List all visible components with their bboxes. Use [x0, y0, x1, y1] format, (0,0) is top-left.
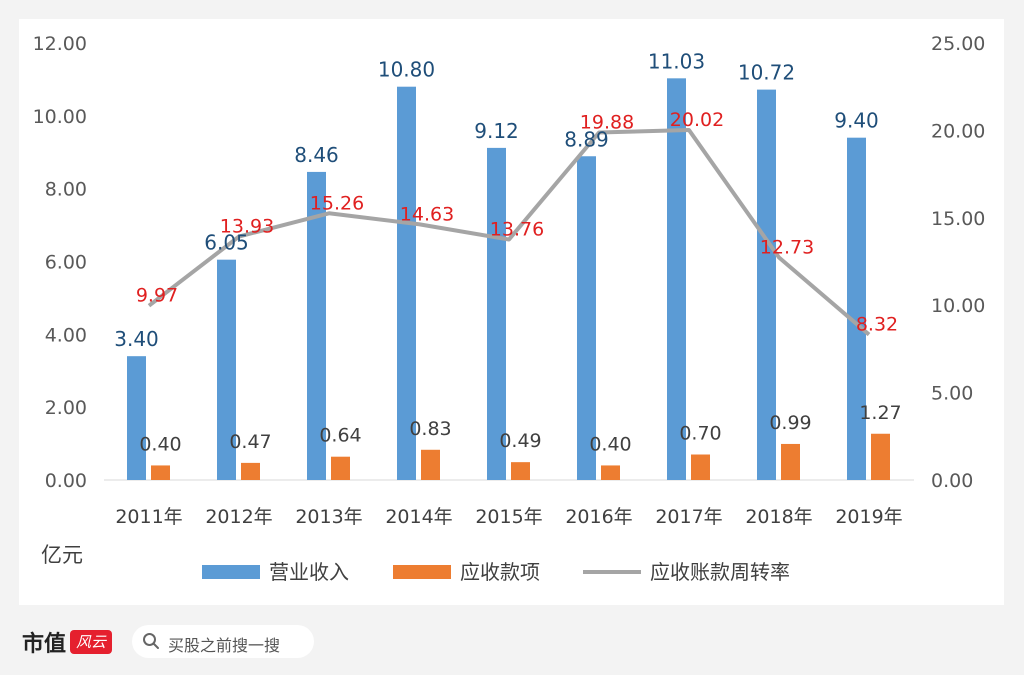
y-left-tick-label: 2.00: [45, 397, 87, 419]
receivable-data-label: 0.47: [229, 431, 271, 453]
x-category-label: 2016年: [565, 506, 632, 528]
ratio-line: [147, 128, 871, 337]
legend-swatch-receivable: [393, 565, 451, 579]
search-icon: [142, 632, 160, 654]
x-category-label: 2017年: [655, 506, 722, 528]
revenue-bar: [127, 356, 146, 480]
ratio-data-label: 12.73: [760, 236, 814, 258]
ratio-data-label: 8.32: [856, 314, 898, 336]
ratio-data-label: 19.88: [580, 111, 634, 133]
revenue-data-label: 11.03: [648, 49, 705, 73]
y-left-tick-label: 12.00: [33, 33, 87, 55]
x-category-label: 2019年: [835, 506, 902, 528]
y-left-tick-label: 0.00: [45, 470, 87, 492]
ratio-data-label: 13.76: [490, 218, 544, 240]
revenue-data-label: 8.46: [294, 143, 339, 167]
revenue-bar: [487, 147, 506, 480]
receivable-data-label: 0.70: [679, 423, 721, 445]
receivable-bar: [331, 456, 350, 480]
receivable-data-label: 0.49: [499, 430, 541, 452]
revenue-data-label: 10.72: [738, 61, 795, 85]
footer-bar: 市值 风云 买股之前搜一搜: [0, 615, 1024, 675]
search-input[interactable]: 买股之前搜一搜: [132, 625, 314, 658]
revenue-data-label: 10.80: [378, 58, 435, 82]
y-right-tick-label: 10.00: [931, 295, 985, 317]
brand-name: 市值: [22, 631, 67, 657]
y-left-tick-label: 8.00: [45, 179, 87, 201]
y-right-tick-label: 0.00: [931, 470, 973, 492]
receivable-bar: [241, 462, 260, 480]
receivable-bar: [601, 465, 620, 480]
search-placeholder: 买股之前搜一搜: [168, 636, 281, 655]
chart: 0.00 2.00 4.00 6.00 8.00 10.00 12.00 0.00 5.00 10…: [33, 33, 986, 584]
ratio-data-label: 14.63: [400, 203, 454, 225]
legend-swatch-revenue: [202, 565, 260, 579]
revenue-data-label: 9.40: [834, 109, 879, 133]
ratio-data-label: 15.26: [310, 192, 364, 214]
y-left-tick-label: 6.00: [45, 252, 87, 274]
receivable-data-label: 0.40: [589, 433, 631, 455]
y-right-tick-label: 20.00: [931, 120, 985, 142]
x-category-label: 2014年: [385, 506, 452, 528]
y-right-tick-label: 15.00: [931, 208, 985, 230]
x-category-label: 2011年: [115, 506, 182, 528]
receivable-data-label: 0.99: [769, 412, 811, 434]
brand-logo[interactable]: 市值 风云: [22, 627, 113, 657]
x-category-label: 2013年: [295, 506, 362, 528]
receivable-bar: [871, 433, 890, 480]
revenue-bar: [307, 171, 326, 481]
brand-seal: 风云: [70, 630, 113, 654]
revenue-bar: [757, 89, 776, 480]
ratio-data-label: 20.02: [670, 109, 724, 131]
revenue-bar: [217, 259, 236, 480]
y-right-tick-label: 5.00: [931, 383, 973, 405]
revenue-bar: [397, 86, 416, 480]
revenue-data-label: 6.05: [204, 231, 249, 255]
x-category-label: 2012年: [205, 506, 272, 528]
legend-label-revenue: 营业收入: [269, 560, 349, 584]
x-category-label: 2015年: [475, 506, 542, 528]
ratio-data-label: 9.97: [136, 285, 178, 307]
receivable-bar: [781, 443, 800, 480]
receivable-bar: [511, 462, 530, 480]
receivable-data-label: 0.40: [139, 433, 181, 455]
revenue-bar: [577, 156, 596, 480]
y-left-tick-label: 4.00: [45, 324, 87, 346]
chart-card: 0.00 2.00 4.00 6.00 8.00 10.00 12.00 0.00 5.00 10…: [19, 19, 1004, 605]
receivable-bar: [421, 449, 440, 480]
legend-label-receivable: 应收款项: [460, 560, 540, 584]
revenue-data-label: 8.89: [564, 127, 609, 151]
revenue-bar: [667, 78, 686, 481]
receivable-bar: [151, 465, 170, 480]
y-right-tick-label: 25.00: [931, 33, 985, 55]
x-category-label: 2018年: [745, 506, 812, 528]
receivable-data-label: 0.64: [319, 425, 361, 447]
unit-label: 亿元: [41, 543, 83, 567]
legend-label-ratio: 应收账款周转率: [650, 560, 790, 584]
receivable-bar: [691, 454, 710, 480]
revenue-bar: [847, 137, 866, 480]
y-left-tick-label: 10.00: [33, 106, 87, 128]
receivable-data-label: 0.83: [409, 418, 451, 440]
revenue-data-label: 9.12: [474, 119, 519, 143]
ratio-data-label: 13.93: [220, 216, 274, 238]
revenue-data-label: 3.40: [114, 327, 159, 351]
receivable-data-label: 1.27: [859, 402, 901, 424]
